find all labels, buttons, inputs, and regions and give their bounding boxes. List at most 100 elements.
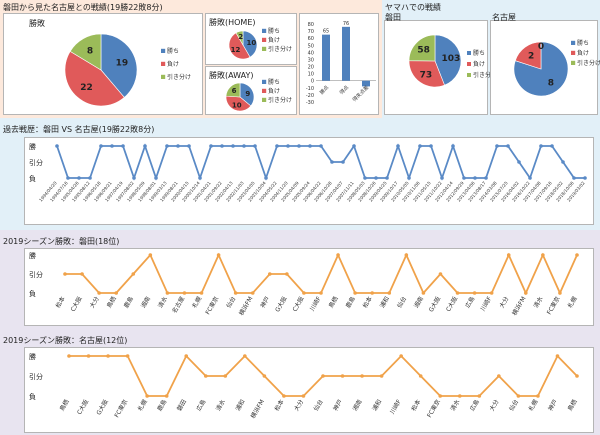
iwata-2019-x-tick-label: 横浜FM: [510, 295, 527, 317]
iwata-2019-x-tick-label: 鹿島: [122, 295, 135, 309]
away-legend-label: 勝ち: [268, 78, 280, 86]
nagoya-2019-x-tick-label: 神戸: [546, 398, 559, 412]
iwata-2019-x-tick-label: 鳥栖: [327, 295, 340, 309]
nagoya-yamaha-legend-label: 引き分け: [577, 59, 600, 67]
iwata-2019-x-tick-label: 札幌: [566, 295, 579, 309]
nagoya-2019-point: [477, 394, 482, 398]
history-point: [209, 144, 213, 148]
nagoya-2019-x-tick-label: 大分: [488, 398, 501, 412]
history-point: [253, 144, 257, 148]
iwata-2019-point: [506, 253, 511, 257]
iwata-2019-point: [319, 291, 323, 295]
nagoya-2019-point: [497, 374, 501, 378]
iwata-2019-title: 2019シーズン勝敗：磐田(18位): [3, 237, 120, 246]
away-slice-0: [239, 82, 255, 107]
iwata-2019-point: [336, 253, 340, 257]
overall-legend-swatch: [161, 61, 166, 66]
nagoya-yamaha-legend-label: 負け: [577, 49, 589, 57]
nagoya-2019-x-tick-label: 浦和: [370, 398, 383, 412]
history-point: [517, 160, 521, 164]
home-legend-swatch: [262, 46, 267, 51]
overall-slice-0: [100, 33, 138, 98]
nagoya-2019-x-tick-label: 神戸: [331, 398, 344, 412]
overall-slice-2: [69, 33, 102, 71]
away-legend-swatch: [262, 88, 267, 93]
bar-y-tick-label: 60: [308, 36, 314, 42]
history-point: [341, 160, 345, 164]
nagoya-yamaha-legend-swatch: [571, 40, 576, 45]
nagoya-2019-x-tick-label: 仙台: [312, 398, 325, 412]
overall-legend-label: 引き分け: [167, 73, 191, 81]
iwata-2019-x-tick-label: 神戸: [259, 295, 272, 309]
nagoya-2019-point: [438, 394, 443, 398]
nagoya-2019-panel: 2019シーズン勝敗：名古屋(12位) 負引分勝鳥栖 C大阪 G大阪 FC東京 札幌 鹿島…: [0, 328, 600, 435]
nagoya-2019-x-tick-label: 鳥栖: [566, 398, 579, 412]
nagoya-2019-x-tick-label: 清水: [214, 398, 227, 412]
bar-y-tick-label: -20: [306, 93, 314, 99]
nagoya-2019-point: [321, 374, 325, 378]
overall-value-label: 22: [80, 83, 93, 93]
bar-y-tick-label: -30: [306, 100, 314, 106]
overall-value-label: 19: [116, 58, 129, 68]
iwata-2019-point: [404, 253, 409, 257]
nagoya-2019-x-tick-label: C大阪: [75, 398, 90, 416]
overall-legend-swatch: [161, 48, 166, 53]
nagoya-yamaha-legend-swatch: [571, 60, 576, 65]
away-value-label: 10: [232, 102, 242, 110]
nagoya-2019-x-tick-label: 湘南: [351, 398, 364, 412]
nagoya-2019-x-tick-label: 札幌: [527, 398, 540, 412]
iwata-2019-x-tick-label: 大分: [498, 295, 511, 309]
history-point: [242, 144, 246, 148]
iwata-2019-x-tick-label: 湘南: [412, 295, 425, 309]
iwata-2019-point: [438, 272, 443, 276]
nagoya-2019-point: [516, 394, 521, 398]
nagoya-2019-point: [379, 374, 384, 378]
bar-1: [342, 26, 350, 81]
home-legend-label: 引き分け: [268, 45, 292, 53]
nagoya-2019-point: [164, 394, 169, 398]
overall-legend-label: 負け: [167, 60, 179, 68]
iwata-2019-point: [302, 291, 306, 295]
nagoya-2019-point: [243, 354, 247, 358]
nagoya-2019-y-label: 引分: [29, 372, 43, 381]
iwata-2019-x-tick-label: 横浜FM: [237, 295, 254, 317]
home-legend-label: 勝ち: [268, 27, 280, 35]
nagoya-2019-title: 2019シーズン勝敗：名古屋(12位): [3, 336, 128, 345]
nagoya-2019-point: [184, 354, 189, 358]
bar-y-tick-label: 20: [308, 65, 314, 71]
iwata-2019-x-tick-label: 鳥栖: [105, 295, 118, 309]
bar-y-tick-label: -10: [306, 86, 314, 92]
bar-2: [362, 80, 370, 87]
iwata-2019-point: [455, 291, 460, 295]
history-point: [429, 144, 433, 148]
nagoya-2019-point: [575, 374, 579, 378]
iwata-yamaha-value-label: 73: [420, 70, 433, 80]
nagoya-2019-point: [301, 394, 306, 398]
history-point: [495, 144, 499, 148]
history-series-line: [56, 143, 585, 181]
iwata-2019-point: [97, 291, 101, 295]
iwata-2019-point: [285, 272, 289, 276]
history-point: [198, 176, 202, 180]
away-pie-box: 勝敗(AWAY) 9 10 6 勝ち 負け 引き分け: [205, 66, 297, 115]
iwata-2019-point: [558, 291, 562, 295]
history-point: [264, 176, 268, 180]
home-value-label: 12: [231, 46, 241, 54]
iwata-pie-box: 103 73 58 勝ち 負け 引き分け: [384, 20, 497, 115]
iwata-2019-point: [182, 291, 187, 295]
nagoya-2019-point: [555, 354, 560, 358]
history-title: 過去戦歴：磐田 VS 名古屋(19勝22敗8分): [3, 125, 155, 134]
history-point: [330, 160, 334, 164]
bar-y-tick-label: 0: [311, 79, 314, 85]
history-point: [352, 144, 356, 148]
iwata-2019-point: [489, 291, 494, 295]
bar-y-tick-label: 30: [308, 57, 314, 63]
iwata-2019-x-tick-label: G大阪: [273, 295, 288, 313]
nagoya-2019-x-tick-label: 川崎F: [388, 398, 403, 416]
overall-slice-1: [64, 50, 125, 107]
nagoya-2019-x-tick-label: 鳥栖: [58, 398, 71, 412]
nagoya-2019-point: [457, 394, 462, 398]
